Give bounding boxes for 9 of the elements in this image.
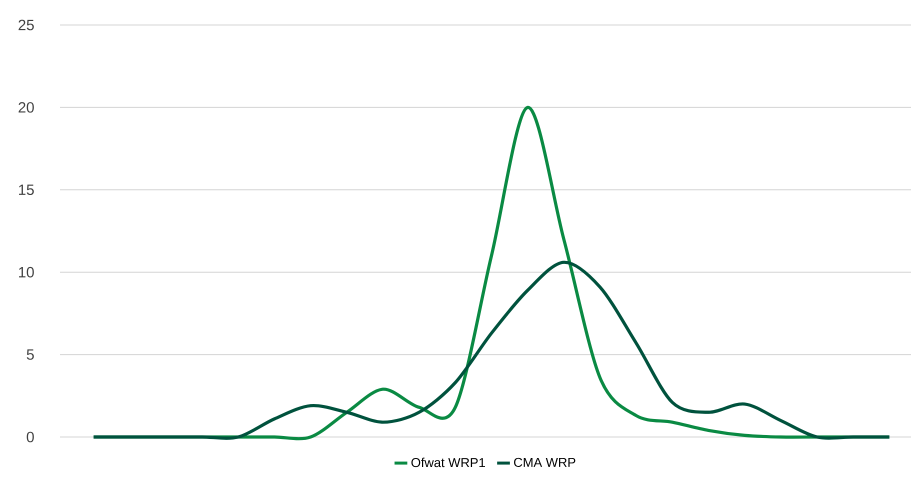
legend-label: CMA WRP [514,458,576,467]
legend-label: Ofwat WRP1 [411,458,486,468]
y-tick-label: 25 [18,20,34,30]
y-tick-label: 15 [19,184,34,196]
y-tick-label: 5 [26,349,34,360]
y-tick-label: 0 [26,432,34,442]
line-series [92,260,891,440]
y-tick-label: 20 [18,102,34,113]
y-tick-label: 10 [19,266,34,278]
